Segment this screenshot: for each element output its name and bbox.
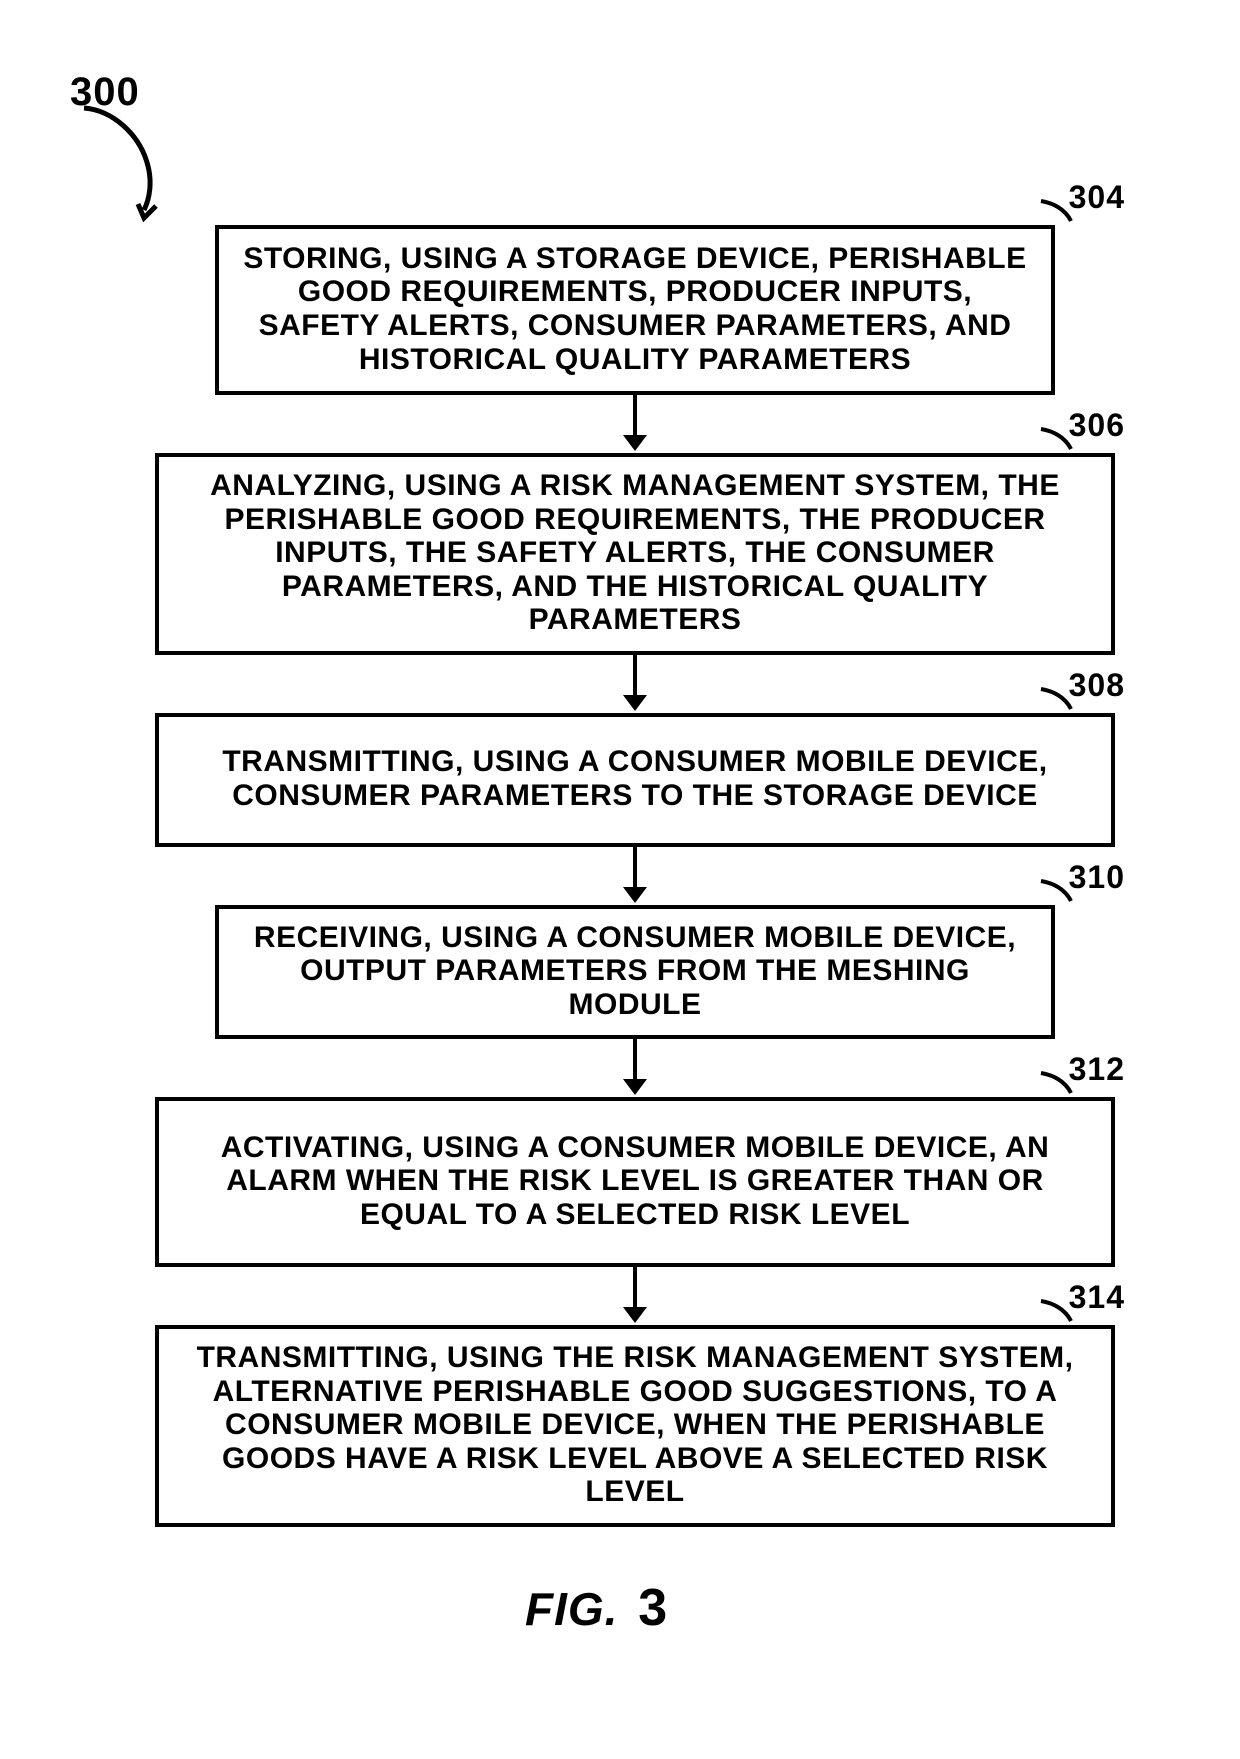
step-306-text: ANALYZING, USING A RISK MANAGEMENT SYSTE… [177, 469, 1093, 637]
step-308-wrap: 308 TRANSMITTING, USING A CONSUMER MOBIL… [155, 713, 1115, 847]
connector-310-312 [155, 1039, 1115, 1097]
page: 300 304 STORING, USING A STORAGE DEVICE,… [0, 0, 1240, 1759]
step-304-text: STORING, USING A STORAGE DEVICE, PERISHA… [237, 242, 1033, 376]
ref-arrow-path [84, 108, 150, 210]
step-310-hook-icon [1035, 875, 1085, 910]
step-312-hook-icon [1035, 1067, 1085, 1102]
step-312-wrap: 312 ACTIVATING, USING A CONSUMER MOBILE … [155, 1097, 1115, 1267]
connector-312-314 [155, 1267, 1115, 1325]
step-314-text: TRANSMITTING, USING THE RISK MANAGEMENT … [177, 1341, 1093, 1509]
connector-308-310 [155, 847, 1115, 905]
arrow-down-icon [615, 395, 655, 453]
reference-arrow-icon [60, 100, 180, 235]
arrow-down-icon [615, 847, 655, 905]
step-310-box: RECEIVING, USING A CONSUMER MOBILE DEVIC… [215, 905, 1055, 1039]
step-306-hook-icon [1035, 423, 1085, 458]
step-308-box: TRANSMITTING, USING A CONSUMER MOBILE DE… [155, 713, 1115, 847]
connector-306-308 [155, 655, 1115, 713]
step-310-text: RECEIVING, USING A CONSUMER MOBILE DEVIC… [237, 921, 1033, 1022]
flowchart: 304 STORING, USING A STORAGE DEVICE, PER… [155, 225, 1115, 1527]
step-308-text: TRANSMITTING, USING A CONSUMER MOBILE DE… [177, 745, 1093, 812]
step-304-box: STORING, USING A STORAGE DEVICE, PERISHA… [215, 225, 1055, 395]
figure-caption: FIG. 3 [525, 1578, 668, 1638]
step-310-wrap: 310 RECEIVING, USING A CONSUMER MOBILE D… [155, 905, 1115, 1039]
step-314-wrap: 314 TRANSMITTING, USING THE RISK MANAGEM… [155, 1325, 1115, 1527]
step-312-box: ACTIVATING, USING A CONSUMER MOBILE DEVI… [155, 1097, 1115, 1267]
step-306-box: ANALYZING, USING A RISK MANAGEMENT SYSTE… [155, 453, 1115, 655]
step-308-hook-icon [1035, 683, 1085, 718]
figure-caption-number: 3 [638, 1579, 668, 1637]
step-312-text: ACTIVATING, USING A CONSUMER MOBILE DEVI… [177, 1131, 1093, 1232]
step-304-hook-icon [1035, 195, 1085, 230]
arrow-down-icon [615, 1267, 655, 1325]
arrow-down-icon [615, 1039, 655, 1097]
step-306-wrap: 306 ANALYZING, USING A RISK MANAGEMENT S… [155, 453, 1115, 655]
figure-caption-prefix: FIG. [525, 1583, 618, 1635]
connector-304-306 [155, 395, 1115, 453]
step-314-hook-icon [1035, 1295, 1085, 1330]
arrow-down-icon [615, 655, 655, 713]
step-304-wrap: 304 STORING, USING A STORAGE DEVICE, PER… [155, 225, 1115, 395]
step-314-box: TRANSMITTING, USING THE RISK MANAGEMENT … [155, 1325, 1115, 1527]
